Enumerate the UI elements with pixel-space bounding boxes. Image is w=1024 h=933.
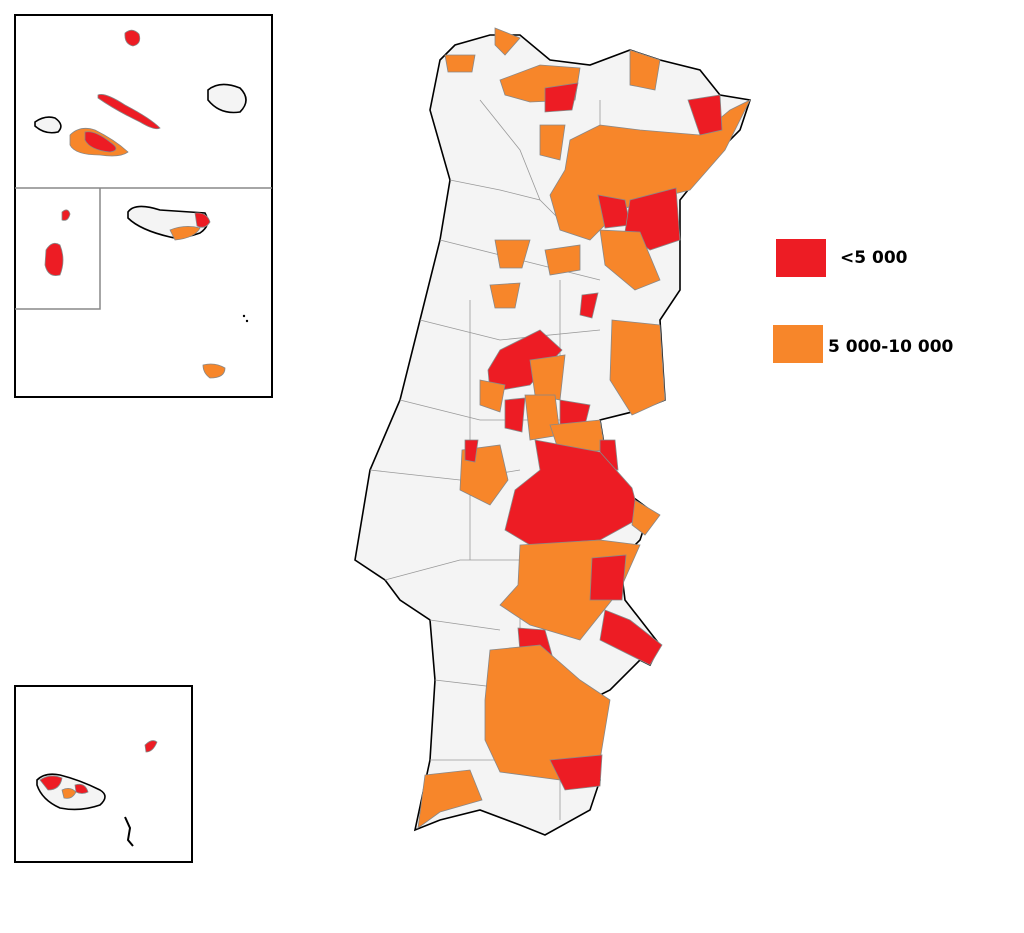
region [629,49,661,91]
region [529,354,566,401]
region [487,329,563,393]
islet [245,319,249,323]
region [39,775,63,791]
island [207,83,247,114]
island [144,740,158,753]
region [489,282,521,309]
region [194,212,211,228]
region [599,609,663,666]
region [464,439,479,463]
region [504,397,526,433]
island [124,816,134,847]
region [549,754,603,791]
legend-swatch [776,239,826,277]
region [631,499,661,536]
region [579,292,599,319]
region [589,554,627,601]
island [124,29,141,47]
legend: <5 000 5 000-10 000 [773,239,954,363]
mainland [354,27,752,836]
region [169,226,201,241]
island [84,131,117,153]
region [74,783,89,794]
region [544,244,581,276]
island [34,116,62,134]
region [494,239,531,269]
region [599,229,661,291]
inset-frame [14,14,273,398]
inset-frame [14,685,193,863]
islet [242,314,246,318]
madeira-inset [14,685,193,863]
region [444,54,476,73]
island [202,363,226,379]
region [479,379,506,413]
region [539,124,566,161]
region [544,82,579,113]
legend-label: 5 000-10 000 [828,337,954,357]
region [687,94,723,136]
island [44,242,64,276]
legend-swatch [773,325,823,363]
legend-label: <5 000 [840,248,908,268]
island [97,94,161,130]
region [494,27,521,56]
island [61,209,71,221]
inset-divider [15,188,101,310]
region [417,769,483,829]
region [609,319,666,416]
azores-inset [14,14,273,398]
